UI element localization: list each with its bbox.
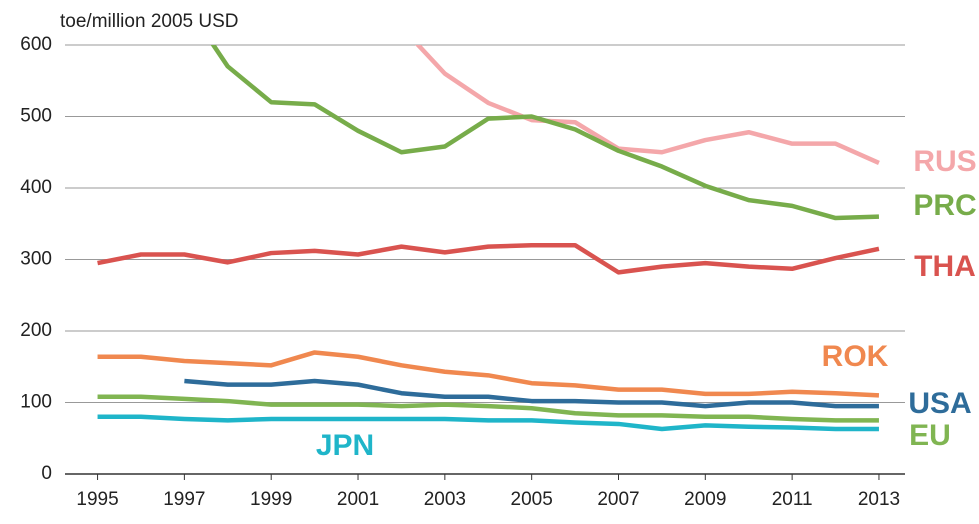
y-tick-label: 500 <box>20 106 52 127</box>
y-tick-label: 300 <box>20 249 52 270</box>
series-label: JPN <box>316 429 374 462</box>
x-tick-label: 2007 <box>597 489 639 510</box>
series-label: RUS <box>913 145 976 178</box>
y-tick-label: 400 <box>20 177 52 198</box>
series-line <box>97 414 879 432</box>
series-line <box>184 378 879 409</box>
series-line <box>97 242 880 275</box>
x-tick-label: 2003 <box>424 489 466 510</box>
x-tick-label: 1995 <box>76 489 118 510</box>
series-label: EU <box>909 419 951 452</box>
y-tick-label: 0 <box>41 463 52 484</box>
x-tick-label: 2009 <box>684 489 726 510</box>
series-label: THA <box>914 250 976 283</box>
x-tick-label: 1999 <box>250 489 292 510</box>
series-line <box>97 350 880 398</box>
grid <box>65 44 905 480</box>
x-tick-label: 2013 <box>858 489 900 510</box>
x-tick-label: 2001 <box>337 489 379 510</box>
series-line <box>97 394 879 423</box>
series-label: ROK <box>822 340 889 373</box>
series-label: USA <box>908 387 971 420</box>
y-tick-label: 200 <box>20 320 52 341</box>
y-tick-label: 100 <box>20 392 52 413</box>
series-line <box>210 45 880 221</box>
x-tick-label: 1997 <box>163 489 205 510</box>
series-label: PRC <box>913 189 976 222</box>
y-tick-label: 600 <box>20 34 52 55</box>
x-tick-label: 2011 <box>772 489 813 510</box>
plot-area <box>97 45 880 432</box>
series-line <box>415 45 880 166</box>
y-axis-label: toe/million 2005 USD <box>60 11 238 32</box>
x-tick-label: 2005 <box>511 489 553 510</box>
